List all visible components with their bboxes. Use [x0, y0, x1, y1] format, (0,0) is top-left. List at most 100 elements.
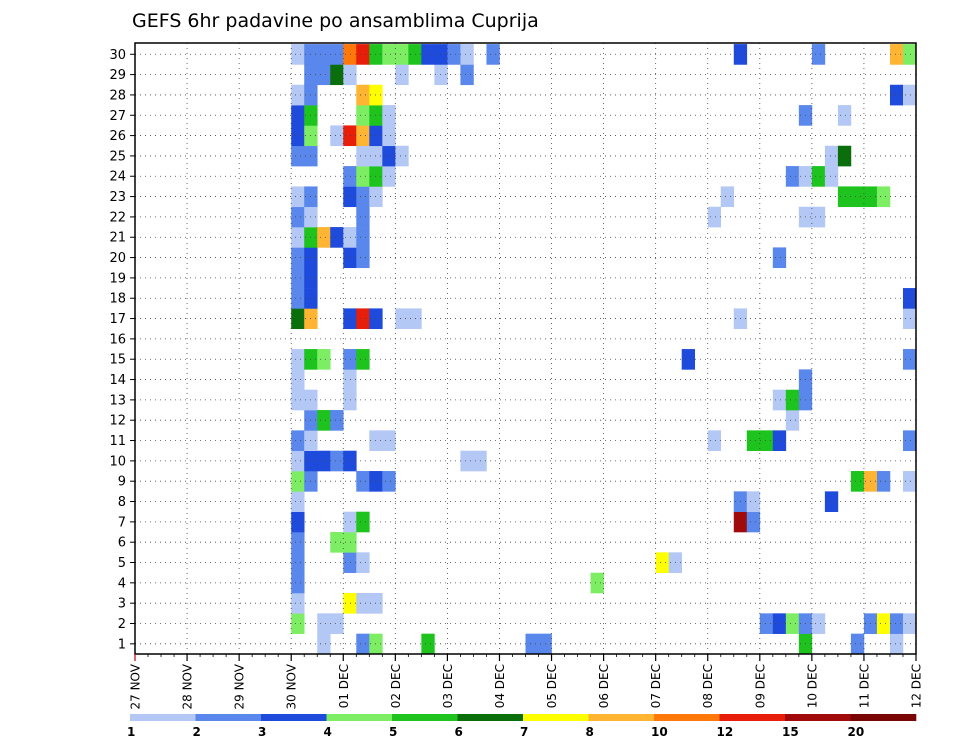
heatmap-cell	[720, 186, 735, 208]
heatmap-cell	[356, 125, 370, 147]
y-tick-label: 17	[109, 312, 126, 327]
heatmap-cell	[902, 84, 917, 106]
y-tick-label: 13	[109, 393, 126, 408]
y-tick-label: 20	[109, 251, 126, 266]
heatmap-cell	[317, 44, 331, 65]
heatmap-cell	[850, 633, 865, 655]
heatmap-cell	[707, 430, 722, 451]
y-tick-label: 1	[118, 637, 126, 652]
heatmap-cell	[330, 125, 344, 147]
heatmap-cell	[811, 166, 826, 187]
heatmap-cell	[382, 125, 396, 147]
heatmap-cell	[421, 44, 435, 65]
x-tick-label: 02 DEC	[389, 664, 403, 708]
y-tick-label: 25	[109, 149, 126, 164]
y-tick-label: 8	[118, 495, 126, 510]
x-tick-label: 11 DEC	[857, 664, 871, 708]
colorbar-label: 10	[651, 725, 668, 739]
heatmap-cell	[317, 633, 331, 655]
heatmap-cell	[785, 613, 800, 634]
heatmap-cell	[902, 288, 917, 309]
heatmap-cell	[291, 267, 305, 289]
y-tick-label: 30	[109, 48, 126, 63]
heatmap-cell	[356, 511, 370, 533]
heatmap-cell	[876, 613, 891, 634]
heatmap-cell	[291, 288, 305, 309]
heatmap-cell	[902, 613, 917, 634]
x-tick-label: 05 DEC	[545, 664, 559, 708]
y-tick-label: 10	[109, 454, 126, 469]
heatmap-cell	[291, 227, 305, 248]
heatmap-cell	[902, 430, 917, 451]
colorbar-label: 7	[520, 725, 528, 739]
heatmap-cell	[759, 613, 774, 634]
heatmap-cell	[317, 349, 331, 370]
heatmap-cell	[343, 369, 357, 391]
x-tick-label: 09 DEC	[753, 664, 767, 708]
heatmap-cell	[395, 44, 409, 65]
heatmap-cell	[356, 552, 370, 573]
colorbar-swatch	[719, 714, 786, 721]
x-tick-label: 07 DEC	[649, 664, 663, 708]
heatmap-cell	[343, 186, 357, 208]
heatmap-cell	[382, 145, 396, 167]
x-tick-label: 12 DEC	[910, 664, 924, 708]
x-tick-label: 03 DEC	[441, 664, 455, 708]
colorbar-label: 15	[782, 725, 799, 739]
heatmap-cell	[421, 633, 435, 655]
heatmap-cell	[343, 389, 357, 411]
heatmap-cell	[291, 125, 305, 147]
heatmap-cell	[382, 105, 396, 126]
heatmap-cell	[811, 613, 826, 634]
colorbar-swatch	[195, 714, 262, 721]
heatmap-cell	[291, 349, 305, 370]
heatmap-cell	[330, 613, 344, 634]
y-tick-label: 5	[118, 556, 126, 571]
heatmap-cell	[291, 247, 305, 269]
heatmap-cell	[525, 633, 539, 655]
heatmap-cell	[707, 206, 722, 228]
x-tick-label: 28 NOV	[181, 663, 195, 709]
heatmap-cell	[291, 593, 305, 614]
heatmap-cell	[889, 84, 904, 106]
heatmap-cell	[681, 349, 696, 370]
heatmap-cell	[291, 450, 305, 472]
heatmap-cell	[382, 430, 396, 451]
y-tick-label: 28	[109, 88, 126, 103]
heatmap-cell	[772, 430, 787, 451]
heatmap-cell	[785, 166, 800, 187]
heatmap-cell	[356, 227, 370, 248]
heatmap-cell	[291, 613, 305, 634]
heatmap-cell	[759, 430, 774, 451]
colorbar-label: 6	[455, 725, 463, 739]
heatmap-cell	[330, 410, 344, 431]
heatmap-cell	[291, 105, 305, 126]
heatmap-cell	[356, 145, 370, 167]
x-tick-label: 10 DEC	[805, 664, 819, 708]
y-tick-label: 15	[109, 353, 126, 368]
heatmap-cell	[291, 369, 305, 391]
heatmap-cell	[291, 145, 305, 167]
heatmap-cell	[356, 44, 370, 65]
heatmap-cell	[343, 511, 357, 533]
y-tick-label: 2	[118, 617, 126, 632]
heatmap-cell	[291, 186, 305, 208]
y-tick-label: 18	[109, 292, 126, 307]
heatmap-cell	[343, 227, 357, 248]
heatmap-cell	[824, 145, 839, 167]
heatmap-cell	[356, 105, 370, 126]
heatmap-cell	[772, 247, 787, 269]
heatmap-cell	[291, 389, 305, 411]
x-tick-label: 01 DEC	[337, 664, 351, 708]
colorbar-swatch	[654, 714, 720, 721]
heatmap-cell	[772, 389, 787, 411]
heatmap-cell	[356, 84, 370, 106]
heatmap-cell	[356, 186, 370, 208]
heatmap-cell	[330, 64, 344, 86]
heatmap-cell	[291, 430, 305, 451]
heatmap-cell	[395, 308, 409, 330]
heatmap-cell	[317, 450, 331, 472]
heatmap-cell	[291, 308, 305, 330]
heatmap-cell	[811, 206, 826, 228]
